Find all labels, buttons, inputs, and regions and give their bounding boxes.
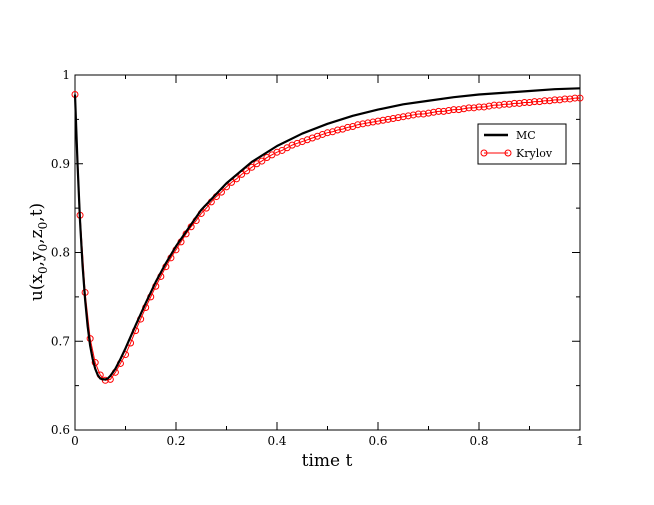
legend-krylov-marker xyxy=(480,149,488,157)
legend-krylov-marker xyxy=(504,149,512,157)
x-tick-label: 0.4 xyxy=(267,434,286,448)
series-krylov-point xyxy=(485,102,493,110)
series-krylov-point xyxy=(374,117,382,125)
series-krylov-point xyxy=(399,113,407,121)
series-krylov-point xyxy=(445,107,453,114)
series-krylov-point xyxy=(369,118,377,126)
series-krylov-point xyxy=(364,119,372,127)
series-krylov-point xyxy=(495,101,503,109)
series-layer xyxy=(71,87,584,384)
series-krylov-point xyxy=(465,104,473,112)
series-krylov-point xyxy=(536,98,544,106)
series-krylov-point xyxy=(480,103,488,111)
series-krylov-point xyxy=(425,109,432,117)
axis-tick-labels: 0 0.2 0.4 0.6 0.8 1 0.6 0.7 0.8 0.9 1 xyxy=(51,68,584,448)
series-krylov-point xyxy=(566,95,574,103)
series-krylov-point xyxy=(460,105,468,113)
series-krylov-point xyxy=(384,115,392,123)
series-krylov-point xyxy=(243,167,251,175)
legend-krylov-label: Krylov xyxy=(516,147,553,160)
x-tick-label: 0.2 xyxy=(166,434,185,448)
y-axis-label: u(x0,y0,z0,t) xyxy=(27,203,50,301)
y-tick-label: 0.7 xyxy=(51,334,70,348)
series-krylov-point xyxy=(409,111,417,119)
series-krylov-point xyxy=(389,114,397,122)
y-tick-label: 0.6 xyxy=(51,423,70,437)
series-mc-line xyxy=(73,87,581,381)
y-tick-label: 1 xyxy=(62,68,70,82)
series-krylov-point xyxy=(430,108,438,116)
series-krylov-point xyxy=(258,157,266,165)
series-krylov-point xyxy=(571,94,579,102)
x-axis-label: time t xyxy=(302,451,353,471)
series-krylov-point xyxy=(520,99,528,107)
x-tick-label: 0 xyxy=(71,434,79,448)
series-krylov-point xyxy=(324,129,331,137)
legend-box xyxy=(477,123,567,165)
series-krylov-point xyxy=(344,123,352,131)
series-krylov-point xyxy=(354,121,362,129)
series-krylov-point xyxy=(435,107,443,115)
series-krylov-point xyxy=(556,96,564,104)
x-tick-label: 1 xyxy=(576,434,584,448)
legend: MC Krylov xyxy=(477,123,567,165)
x-tick-label: 0.8 xyxy=(469,434,488,448)
series-krylov-point xyxy=(526,99,533,107)
y-tick-label: 0.8 xyxy=(51,246,70,260)
series-krylov-point xyxy=(248,163,256,171)
series-krylov-point xyxy=(531,98,539,106)
series-krylov-point xyxy=(500,100,508,108)
series-krylov-point xyxy=(510,99,518,107)
series-krylov-point xyxy=(379,116,387,124)
series-krylov-point xyxy=(359,120,367,128)
y-tick-label: 0.9 xyxy=(51,157,70,171)
series-krylov-point xyxy=(440,107,448,115)
series-krylov-point xyxy=(470,104,478,112)
series-krylov-point xyxy=(455,106,463,114)
series-krylov-point xyxy=(419,110,427,118)
series-krylov-point xyxy=(394,114,402,122)
x-tick-label: 0.6 xyxy=(368,434,387,448)
series-krylov-point xyxy=(414,110,422,118)
series-krylov-point xyxy=(551,96,559,104)
legend-mc-label: MC xyxy=(516,129,536,142)
series-krylov-point xyxy=(546,97,554,105)
series-krylov-point xyxy=(450,106,458,114)
series-krylov-point xyxy=(334,126,342,134)
series-krylov-point xyxy=(561,95,569,103)
series-krylov-point xyxy=(404,112,412,120)
series-krylov-point xyxy=(475,103,483,111)
series-krylov-point xyxy=(490,101,498,109)
axis-ticks xyxy=(74,74,581,431)
series-krylov-point xyxy=(576,94,584,102)
series-krylov-point xyxy=(505,100,513,108)
series-krylov-point xyxy=(541,97,549,105)
series-krylov-point xyxy=(515,99,523,107)
